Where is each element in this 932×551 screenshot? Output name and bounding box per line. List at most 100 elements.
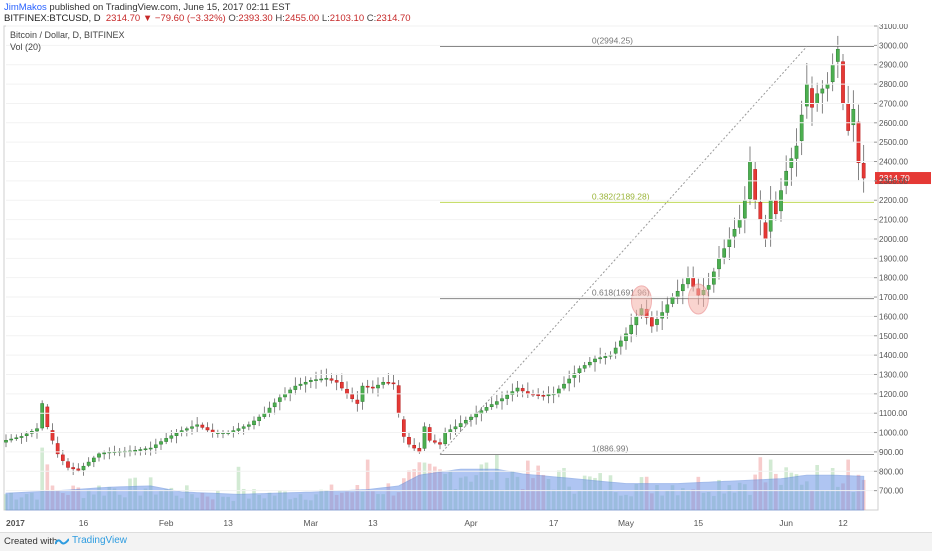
- highlight-ellipse[interactable]: [631, 285, 652, 317]
- candle[interactable]: [820, 88, 825, 94]
- candle[interactable]: [60, 454, 65, 461]
- candle[interactable]: [474, 413, 479, 418]
- candle[interactable]: [861, 163, 866, 179]
- candle[interactable]: [804, 83, 809, 107]
- candle[interactable]: [722, 248, 727, 258]
- candle[interactable]: [9, 438, 14, 441]
- candle[interactable]: [66, 461, 70, 468]
- candle[interactable]: [55, 443, 60, 455]
- candle[interactable]: [634, 316, 639, 326]
- candle[interactable]: [438, 442, 442, 445]
- candle[interactable]: [376, 384, 380, 389]
- candle[interactable]: [184, 428, 189, 431]
- highlight-ellipse[interactable]: [687, 283, 709, 315]
- candle[interactable]: [45, 406, 50, 428]
- candle[interactable]: [675, 290, 680, 297]
- candle[interactable]: [655, 319, 659, 325]
- candle[interactable]: [174, 432, 179, 436]
- candle[interactable]: [153, 444, 158, 448]
- candle[interactable]: [587, 361, 592, 366]
- candle[interactable]: [500, 398, 504, 402]
- candle[interactable]: [613, 347, 618, 354]
- candle[interactable]: [97, 453, 101, 458]
- candle[interactable]: [463, 420, 468, 424]
- candle[interactable]: [603, 356, 608, 358]
- candle[interactable]: [825, 83, 830, 89]
- candle[interactable]: [536, 394, 541, 396]
- candle[interactable]: [381, 381, 386, 385]
- candle[interactable]: [143, 448, 148, 451]
- candle[interactable]: [195, 424, 200, 427]
- candle[interactable]: [396, 385, 401, 414]
- candle[interactable]: [355, 399, 360, 404]
- candle[interactable]: [412, 445, 417, 449]
- candle[interactable]: [727, 238, 732, 247]
- candle[interactable]: [443, 432, 448, 445]
- candle[interactable]: [660, 312, 665, 319]
- candle[interactable]: [810, 88, 814, 108]
- candle[interactable]: [401, 419, 406, 437]
- candle[interactable]: [567, 378, 572, 384]
- candle[interactable]: [164, 438, 169, 442]
- candle[interactable]: [784, 170, 789, 186]
- candle[interactable]: [303, 381, 308, 385]
- candle[interactable]: [624, 333, 628, 341]
- price-chart[interactable]: 0(2994.25) 0.382(2189.28) 0.618(1691.96) 1(…: [0, 24, 932, 532]
- candle[interactable]: [510, 391, 515, 395]
- candle[interactable]: [246, 424, 251, 427]
- candle[interactable]: [768, 199, 773, 232]
- candle[interactable]: [76, 468, 81, 471]
- candle[interactable]: [686, 277, 690, 285]
- candle[interactable]: [314, 379, 318, 381]
- candle[interactable]: [138, 449, 143, 451]
- candle[interactable]: [417, 448, 422, 453]
- candle[interactable]: [680, 284, 685, 292]
- candle[interactable]: [753, 169, 758, 201]
- candle[interactable]: [277, 397, 282, 402]
- candle[interactable]: [329, 378, 334, 381]
- candle[interactable]: [846, 103, 851, 131]
- candle[interactable]: [453, 426, 458, 430]
- time-axis[interactable]: 2017 16 Feb 13 Mar 13 Apr 17 May 15 Jun 12: [6, 518, 848, 528]
- candle[interactable]: [81, 465, 86, 471]
- candle[interactable]: [665, 304, 670, 313]
- candle[interactable]: [334, 380, 339, 383]
- candle[interactable]: [262, 412, 267, 417]
- candle[interactable]: [515, 387, 520, 392]
- candle[interactable]: [649, 317, 654, 327]
- tradingview-brand[interactable]: TradingView: [72, 535, 128, 546]
- candle[interactable]: [272, 402, 277, 408]
- candle[interactable]: [577, 368, 582, 373]
- candle[interactable]: [339, 382, 344, 389]
- candle[interactable]: [717, 258, 721, 270]
- candle[interactable]: [618, 340, 623, 347]
- candle[interactable]: [257, 416, 262, 422]
- candle[interactable]: [706, 285, 711, 290]
- candle[interactable]: [432, 440, 437, 443]
- candle[interactable]: [541, 395, 546, 397]
- candle[interactable]: [422, 426, 427, 449]
- candle[interactable]: [748, 161, 752, 200]
- candle[interactable]: [71, 467, 76, 470]
- candle[interactable]: [407, 437, 411, 445]
- candle[interactable]: [324, 378, 329, 380]
- candle[interactable]: [308, 380, 313, 382]
- candle[interactable]: [345, 388, 349, 395]
- candle[interactable]: [598, 357, 603, 360]
- candle[interactable]: [200, 424, 205, 428]
- chart-area[interactable]: 0(2994.25) 0.382(2189.28) 0.618(1691.96) 1(…: [0, 24, 932, 532]
- candle[interactable]: [370, 386, 375, 389]
- candle[interactable]: [91, 457, 96, 463]
- candle[interactable]: [593, 358, 597, 363]
- candle[interactable]: [102, 452, 107, 455]
- candle[interactable]: [773, 200, 778, 215]
- candle[interactable]: [629, 324, 634, 334]
- candle[interactable]: [732, 229, 737, 237]
- candle[interactable]: [556, 388, 561, 394]
- candle[interactable]: [830, 64, 835, 83]
- candle[interactable]: [520, 388, 525, 392]
- candle[interactable]: [14, 437, 19, 439]
- candle[interactable]: [288, 389, 293, 394]
- candle[interactable]: [35, 428, 39, 432]
- candle[interactable]: [494, 401, 499, 405]
